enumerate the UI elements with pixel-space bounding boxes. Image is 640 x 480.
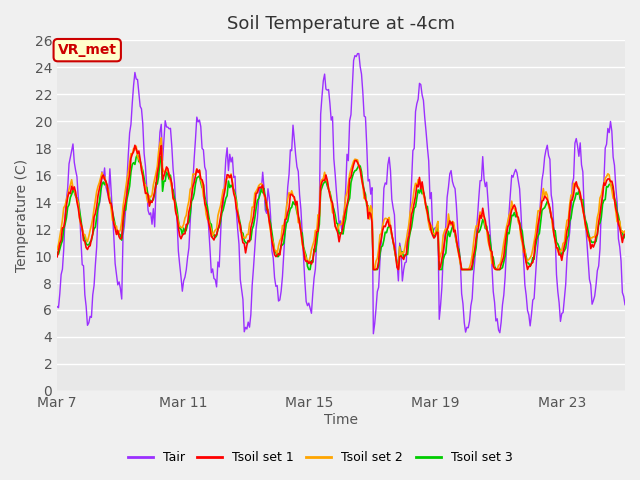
Tsoil set 1 (450, 229, 458, 235)
Tsoil set 1 (53, 254, 61, 260)
Tsoil set 1 (385, 224, 393, 229)
Y-axis label: Temperature (C): Temperature (C) (15, 159, 29, 272)
Tsoil set 2 (53, 247, 61, 252)
Tsoil set 2 (621, 228, 629, 234)
Tair (385, 155, 393, 160)
Tair (97, 193, 104, 199)
Line: Tsoil set 3: Tsoil set 3 (57, 155, 625, 269)
Tsoil set 2 (385, 215, 393, 220)
Tair (450, 183, 458, 189)
Tair (505, 209, 513, 215)
Text: VR_met: VR_met (58, 43, 116, 57)
Tsoil set 1 (621, 231, 629, 237)
Tsoil set 2 (369, 266, 377, 272)
Tsoil set 3 (450, 222, 458, 228)
Tsoil set 2 (577, 192, 584, 197)
Tsoil set 1 (505, 222, 513, 228)
Line: Tair: Tair (57, 54, 625, 334)
Line: Tsoil set 1: Tsoil set 1 (57, 145, 625, 269)
Tsoil set 2 (157, 135, 165, 141)
Tsoil set 3 (53, 249, 61, 255)
Tair (621, 302, 629, 308)
Tair (577, 140, 584, 146)
Tsoil set 1 (131, 143, 139, 148)
Tsoil set 2 (505, 212, 513, 218)
Tsoil set 1 (577, 191, 584, 196)
Tsoil set 3 (621, 232, 629, 238)
Tair (53, 304, 61, 310)
Line: Tsoil set 2: Tsoil set 2 (57, 138, 625, 269)
Tair (493, 316, 501, 322)
Tsoil set 3 (577, 196, 584, 202)
Title: Soil Temperature at -4cm: Soil Temperature at -4cm (227, 15, 455, 33)
Tsoil set 1 (97, 180, 104, 186)
Legend: Tair, Tsoil set 1, Tsoil set 2, Tsoil set 3: Tair, Tsoil set 1, Tsoil set 2, Tsoil se… (123, 446, 517, 469)
Tsoil set 1 (369, 266, 377, 272)
Tair (369, 331, 377, 336)
Tsoil set 3 (305, 266, 313, 272)
Tsoil set 3 (134, 152, 141, 157)
Tsoil set 3 (97, 189, 104, 194)
X-axis label: Time: Time (324, 413, 358, 427)
Tsoil set 2 (493, 266, 501, 272)
Tsoil set 1 (493, 266, 501, 272)
Tsoil set 2 (97, 175, 104, 180)
Tsoil set 3 (385, 224, 393, 229)
Tair (354, 51, 362, 57)
Tsoil set 3 (505, 231, 513, 237)
Tsoil set 3 (493, 266, 501, 272)
Tsoil set 2 (450, 220, 458, 226)
